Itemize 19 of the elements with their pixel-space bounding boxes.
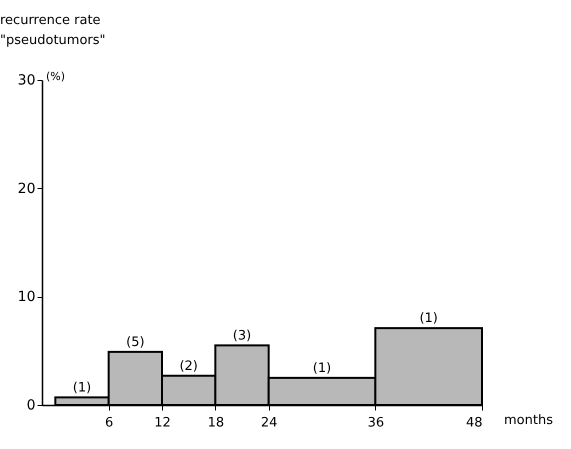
annotation: (3) bbox=[232, 328, 252, 344]
x-axis-title: months bbox=[504, 413, 554, 428]
x-tick-label: 24 bbox=[260, 416, 278, 430]
y-axis-title: recurrence rate "pseudotumors" bbox=[0, 13, 106, 48]
annotation: (5) bbox=[126, 334, 145, 350]
annotation: (1) bbox=[419, 311, 438, 326]
y-tick-label: 10 bbox=[18, 289, 36, 306]
y-tick-label: 0 bbox=[26, 398, 36, 414]
y-tick-label: 30 bbox=[18, 72, 36, 88]
x-tick-label: 36 bbox=[368, 416, 384, 430]
x-tick-label: 18 bbox=[208, 416, 224, 430]
x-tick-label: 48 bbox=[466, 416, 482, 430]
annotation: (%) bbox=[46, 70, 66, 83]
y-tick-label: 20 bbox=[18, 180, 36, 197]
annotation: (2) bbox=[179, 358, 198, 374]
annotation: (1) bbox=[312, 360, 332, 376]
annotation: (1) bbox=[72, 380, 92, 396]
x-tick-label: 12 bbox=[154, 416, 171, 430]
x-tick-label: 6 bbox=[105, 416, 114, 430]
